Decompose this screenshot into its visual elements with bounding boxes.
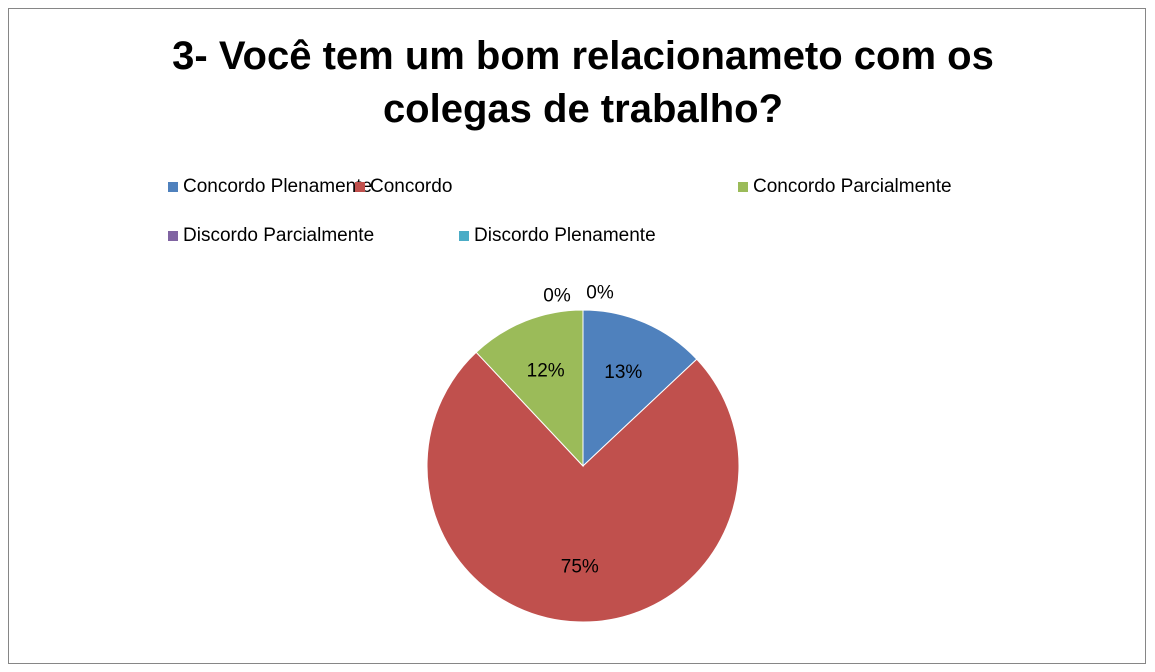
chart-title: 3- Você tem um bom relacionameto com os …	[172, 34, 994, 131]
data-label: 75%	[561, 556, 599, 577]
legend-swatch	[168, 231, 178, 241]
legend-label: Discordo Parcialmente	[183, 225, 374, 246]
data-label: 0%	[586, 282, 614, 303]
legend-swatch	[168, 182, 178, 192]
data-label: 12%	[527, 361, 565, 382]
pie-slice	[475, 309, 584, 468]
pie-slice	[582, 309, 698, 468]
legend-label: Concordo	[370, 176, 452, 197]
legend-label: Concordo Parcialmente	[753, 176, 952, 197]
pie-slice	[426, 351, 740, 623]
chart-frame	[8, 8, 1146, 664]
data-label: 0%	[543, 285, 571, 306]
data-label: 13%	[604, 362, 642, 383]
legend-swatch	[459, 231, 469, 241]
legend-swatch	[738, 182, 748, 192]
legend-label: Concordo Plenamente	[183, 176, 372, 197]
legend-swatch	[355, 182, 365, 192]
legend-label: Discordo Plenamente	[474, 225, 656, 246]
